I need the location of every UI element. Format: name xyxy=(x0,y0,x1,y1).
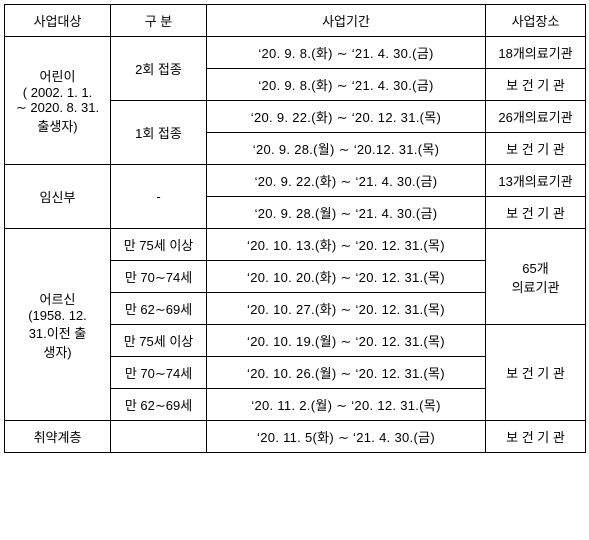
table-row: 취약계층 ‘20. 11. 5(화) ∼ ‘21. 4. 30.(금) 보 건 … xyxy=(5,421,586,453)
period-cell: ‘20. 10. 13.(화) ∼ ‘20. 12. 31.(목) xyxy=(207,229,486,261)
header-division: 구 분 xyxy=(111,5,207,37)
division-cell: 2회 접종 xyxy=(111,37,207,101)
header-location: 사업장소 xyxy=(486,5,586,37)
location-cell: 보 건 기 관 xyxy=(486,197,586,229)
table-row: 어린이 ( 2002. 1. 1. ∼ 2020. 8. 31. 출생자) 2회… xyxy=(5,37,586,69)
period-cell: ‘20. 10. 19.(월) ∼ ‘20. 12. 31.(목) xyxy=(207,325,486,357)
period-cell: ‘20. 9. 22.(화) ∼ ‘21. 4. 30.(금) xyxy=(207,165,486,197)
schedule-table: 사업대상 구 분 사업기간 사업장소 어린이 ( 2002. 1. 1. ∼ 2… xyxy=(4,4,586,453)
location-cell-merged: 65개 의료기관 xyxy=(486,229,586,325)
table-header-row: 사업대상 구 분 사업기간 사업장소 xyxy=(5,5,586,37)
period-cell: ‘20. 11. 5(화) ∼ ‘21. 4. 30.(금) xyxy=(207,421,486,453)
target-line: 출생자) xyxy=(37,119,77,134)
period-cell: ‘20. 9. 28.(월) ∼ ‘20.12. 31.(목) xyxy=(207,133,486,165)
header-period: 사업기간 xyxy=(207,5,486,37)
loc-line: 의료기관 xyxy=(512,280,560,295)
target-line: 취약계층 xyxy=(34,430,82,445)
target-line: 31.이전 출 xyxy=(29,326,87,341)
period-cell: ‘20. 9. 8.(화) ∼ ‘21. 4. 30.(금) xyxy=(207,37,486,69)
division-cell: 만 70∼74세 xyxy=(111,261,207,293)
target-line: 어린이 xyxy=(40,69,76,84)
division-cell: 만 75세 이상 xyxy=(111,229,207,261)
division-cell: 만 62∼69세 xyxy=(111,293,207,325)
location-cell: 보 건 기 관 xyxy=(486,133,586,165)
header-target: 사업대상 xyxy=(5,5,111,37)
target-line: 임신부 xyxy=(40,190,76,205)
location-cell: 26개의료기관 xyxy=(486,101,586,133)
period-cell: ‘20. 9. 22.(화) ∼ ‘20. 12. 31.(목) xyxy=(207,101,486,133)
target-line: ( 2002. 1. 1. xyxy=(23,85,92,100)
location-cell: 18개의료기관 xyxy=(486,37,586,69)
target-cell-pregnant: 임신부 xyxy=(5,165,111,229)
division-cell: 1회 접종 xyxy=(111,101,207,165)
period-cell: ‘20. 11. 2.(월) ∼ ‘20. 12. 31.(목) xyxy=(207,389,486,421)
target-line: 어르신 xyxy=(40,292,76,307)
location-cell: 13개의료기관 xyxy=(486,165,586,197)
location-cell: 보 건 기 관 xyxy=(486,69,586,101)
target-line: 생자) xyxy=(43,345,71,360)
loc-line: 65개 xyxy=(522,261,548,276)
target-cell-children: 어린이 ( 2002. 1. 1. ∼ 2020. 8. 31. 출생자) xyxy=(5,37,111,165)
target-line: ∼ 2020. 8. 31. xyxy=(16,100,99,115)
target-cell-vulnerable: 취약계층 xyxy=(5,421,111,453)
period-cell: ‘20. 10. 26.(월) ∼ ‘20. 12. 31.(목) xyxy=(207,357,486,389)
division-cell: 만 62∼69세 xyxy=(111,389,207,421)
division-cell: - xyxy=(111,165,207,229)
division-cell: 만 75세 이상 xyxy=(111,325,207,357)
period-cell: ‘20. 9. 8.(화) ∼ ‘21. 4. 30.(금) xyxy=(207,69,486,101)
target-line: (1958. 12. xyxy=(28,308,87,323)
table-row: 임신부 - ‘20. 9. 22.(화) ∼ ‘21. 4. 30.(금) 13… xyxy=(5,165,586,197)
division-cell: 만 70∼74세 xyxy=(111,357,207,389)
period-cell: ‘20. 10. 20.(화) ∼ ‘20. 12. 31.(목) xyxy=(207,261,486,293)
location-cell-merged: 보 건 기 관 xyxy=(486,325,586,421)
period-cell: ‘20. 10. 27.(화) ∼ ‘20. 12. 31.(목) xyxy=(207,293,486,325)
division-cell xyxy=(111,421,207,453)
location-cell: 보 건 기 관 xyxy=(486,421,586,453)
target-cell-elderly: 어르신 (1958. 12. 31.이전 출 생자) xyxy=(5,229,111,421)
table-row: 어르신 (1958. 12. 31.이전 출 생자) 만 75세 이상 ‘20.… xyxy=(5,229,586,261)
period-cell: ‘20. 9. 28.(월) ∼ ‘21. 4. 30.(금) xyxy=(207,197,486,229)
